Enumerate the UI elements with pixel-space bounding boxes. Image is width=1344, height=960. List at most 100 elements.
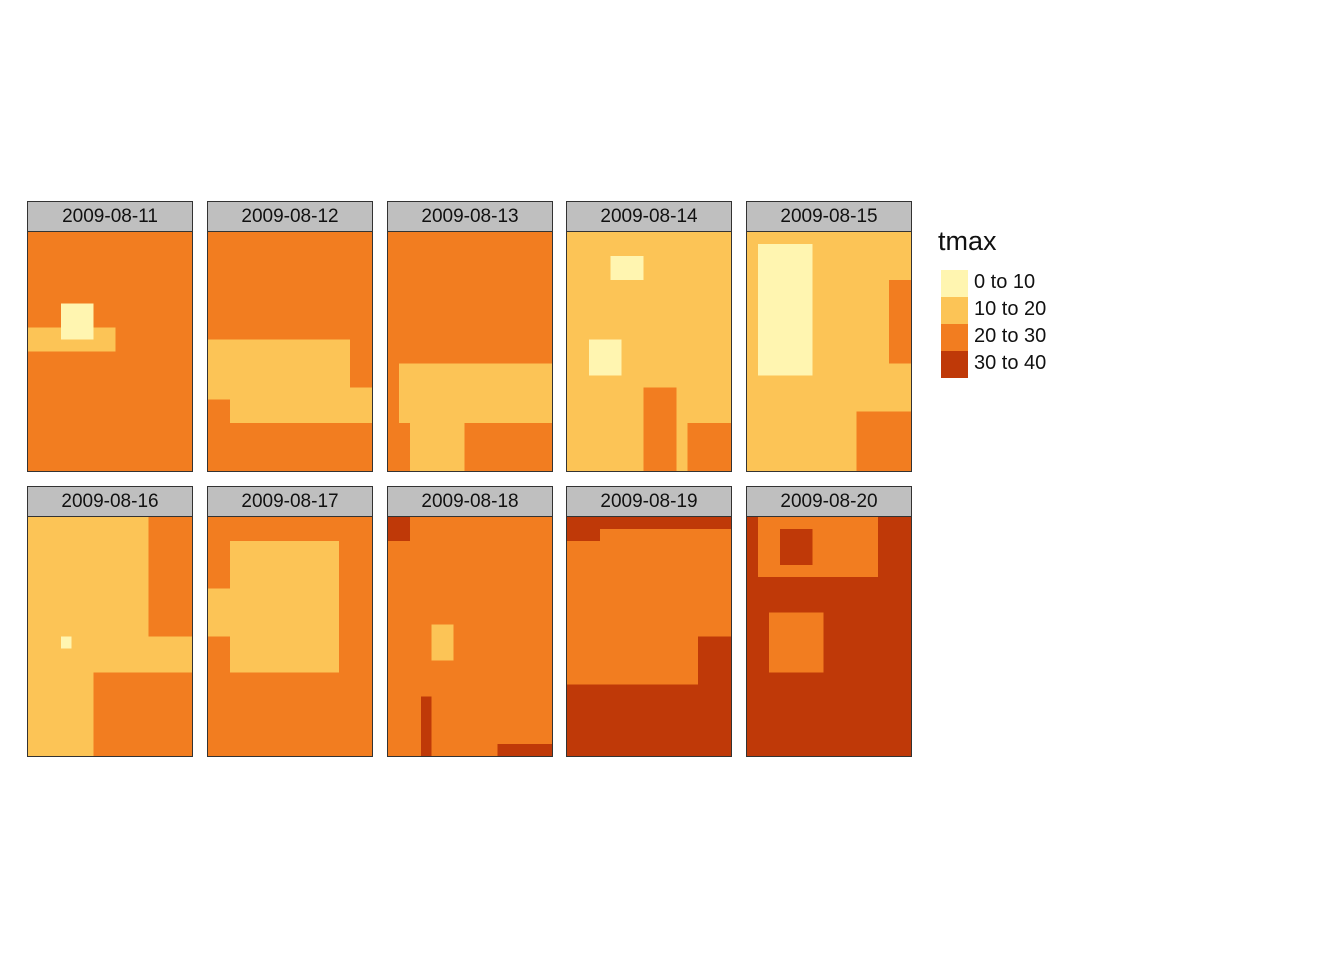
raster-cell — [599, 720, 612, 733]
raster-cell — [115, 315, 127, 329]
raster-cell — [900, 720, 911, 733]
raster-cell — [181, 744, 192, 756]
raster-cell — [541, 387, 552, 400]
raster-cell — [878, 255, 890, 269]
raster-cell — [350, 660, 362, 673]
raster-cell — [878, 708, 890, 721]
raster-cell — [541, 708, 552, 721]
raster-cell — [115, 564, 127, 578]
raster-cell — [541, 363, 552, 376]
raster-cell — [240, 660, 253, 673]
raster-cell — [834, 576, 846, 590]
raster-cell — [519, 552, 531, 566]
raster-cell — [350, 447, 362, 460]
raster-cell — [720, 411, 731, 424]
raster-cell — [834, 744, 846, 756]
raster-cell — [93, 447, 106, 460]
raster-cell — [486, 624, 498, 638]
raster-cell — [148, 624, 160, 638]
raster-cell — [339, 732, 351, 745]
raster-cell — [339, 528, 351, 542]
raster-cell — [889, 732, 901, 745]
raster-cell — [104, 612, 117, 626]
raster-cell — [676, 279, 688, 293]
panel-date-label: 2009-08-13 — [388, 202, 552, 232]
raster-cell — [654, 303, 666, 317]
raster-cell — [779, 624, 792, 638]
raster-cell — [475, 708, 487, 721]
raster-cell — [148, 540, 160, 554]
raster-cell — [328, 720, 340, 733]
raster-cell — [567, 696, 579, 709]
raster-cell — [181, 243, 192, 257]
raster-cell — [306, 375, 318, 388]
raster-cell — [126, 612, 138, 626]
raster-cell — [273, 459, 286, 471]
raster-cell — [790, 612, 803, 626]
raster-cell — [350, 327, 362, 341]
raster-cell — [676, 411, 688, 424]
raster-cell — [306, 267, 318, 281]
raster-cell — [464, 255, 477, 269]
raster-cell — [845, 672, 857, 685]
raster-cell — [104, 540, 117, 554]
raster-cell — [519, 744, 531, 756]
raster-cell — [350, 255, 362, 269]
raster-cell — [834, 351, 846, 365]
raster-cell — [530, 588, 542, 602]
raster-cell — [665, 315, 677, 329]
raster-cell — [779, 660, 792, 673]
raster-cell — [115, 708, 127, 721]
raster-cell — [709, 660, 721, 673]
raster-cell — [251, 303, 264, 317]
raster-cell — [240, 732, 253, 745]
raster-cell — [812, 303, 825, 317]
raster-cell — [218, 660, 231, 673]
raster-cell — [82, 459, 95, 471]
raster-cell — [654, 339, 666, 353]
raster-cell — [442, 279, 455, 293]
raster-cell — [747, 708, 759, 721]
raster-cell — [530, 720, 542, 733]
raster-cell — [497, 291, 509, 305]
raster-cell — [643, 744, 656, 756]
raster-cell — [306, 339, 318, 353]
raster-cell — [273, 672, 286, 685]
raster-cell — [273, 517, 286, 530]
raster-cell — [508, 576, 520, 590]
raster-cell — [530, 435, 542, 448]
raster-cell — [676, 399, 688, 412]
raster-cell — [361, 720, 372, 733]
raster-cell — [71, 636, 84, 650]
map-panel: 2009-08-19 — [566, 486, 732, 757]
raster-cell — [632, 423, 645, 436]
raster-cell — [49, 576, 62, 590]
raster-cell — [856, 327, 868, 341]
raster-cell — [409, 576, 422, 590]
raster-cell — [317, 528, 329, 542]
raster-cell — [856, 387, 868, 400]
raster-cell — [104, 303, 117, 317]
raster-cell — [530, 672, 542, 685]
raster-cell — [464, 660, 477, 673]
raster-cell — [900, 411, 911, 424]
raster-cell — [486, 648, 498, 661]
raster-cell — [812, 528, 825, 542]
raster-cell — [588, 588, 601, 602]
raster-cell — [823, 600, 836, 614]
raster-cell — [508, 459, 520, 471]
raster-cell — [28, 363, 40, 376]
raster-cell — [28, 588, 40, 602]
raster-cell — [104, 600, 117, 614]
raster-cell — [229, 624, 242, 638]
raster-cell — [508, 612, 520, 626]
raster-cell — [104, 255, 117, 269]
raster-cell — [768, 588, 781, 602]
raster-cell — [295, 459, 307, 471]
raster-cell — [599, 387, 612, 400]
raster-cell — [801, 315, 814, 329]
raster-cell — [328, 267, 340, 281]
raster-cell — [654, 660, 666, 673]
raster-cell — [768, 540, 781, 554]
raster-cell — [845, 423, 857, 436]
